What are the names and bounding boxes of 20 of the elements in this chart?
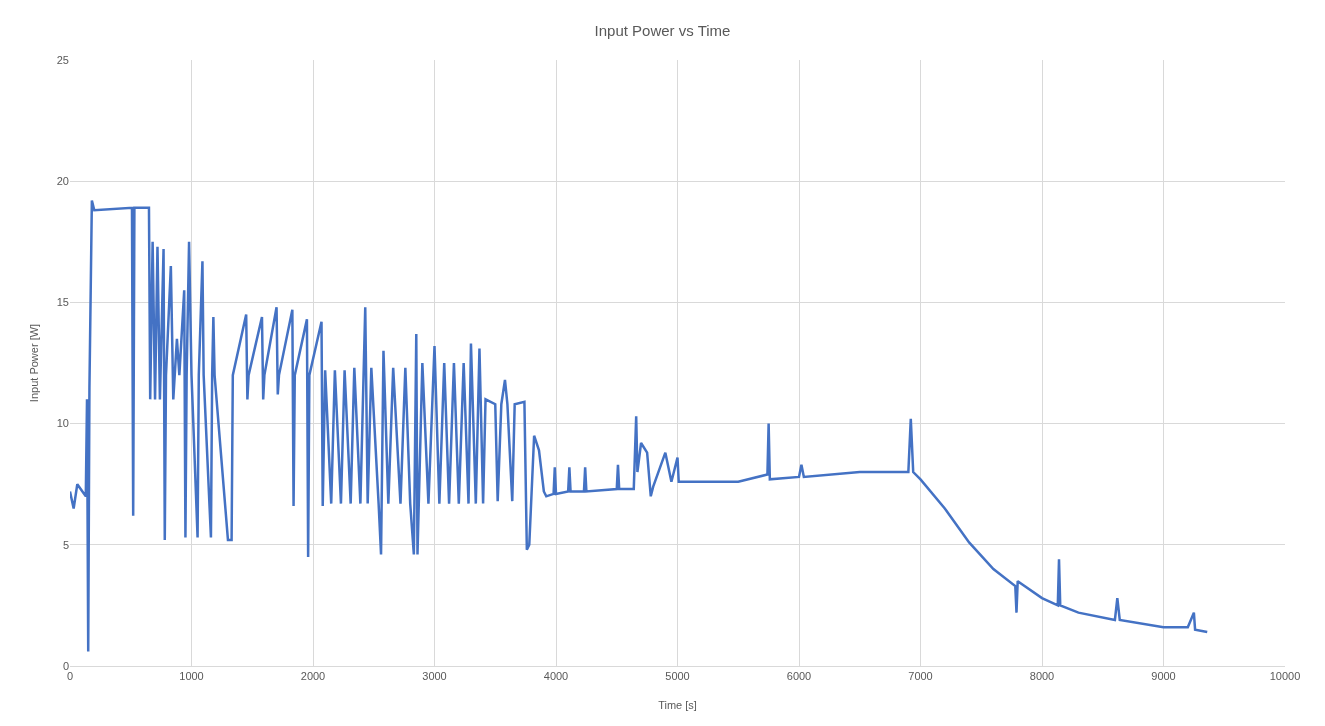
line-series xyxy=(70,199,1209,653)
x-tick-label: 2000 xyxy=(300,670,326,683)
y-tick-label: 20 xyxy=(56,175,69,188)
x-axis-title: Time [s] xyxy=(658,699,697,711)
x-tick-label: 1000 xyxy=(179,670,204,683)
x-tick-label: 5000 xyxy=(665,670,690,683)
chart-title: Input Power vs Time xyxy=(594,21,731,39)
x-tick-label: 8000 xyxy=(1029,670,1055,683)
y-tick-label: 15 xyxy=(56,296,69,309)
x-tick-label: 7000 xyxy=(908,670,933,683)
y-axis-title: Input Power [W] xyxy=(28,323,40,403)
y-tick-label: 25 xyxy=(56,53,69,66)
y-tick-label: 5 xyxy=(62,538,69,551)
x-tick-label: 4000 xyxy=(543,670,569,683)
x-tick-label: 9000 xyxy=(1151,670,1176,683)
y-tick-label: 0 xyxy=(62,659,69,672)
x-tick-label: 6000 xyxy=(786,670,812,683)
x-tick-label: 3000 xyxy=(422,670,447,683)
y-tick-label: 10 xyxy=(56,417,69,430)
x-tick-label: 10000 xyxy=(1269,670,1301,683)
